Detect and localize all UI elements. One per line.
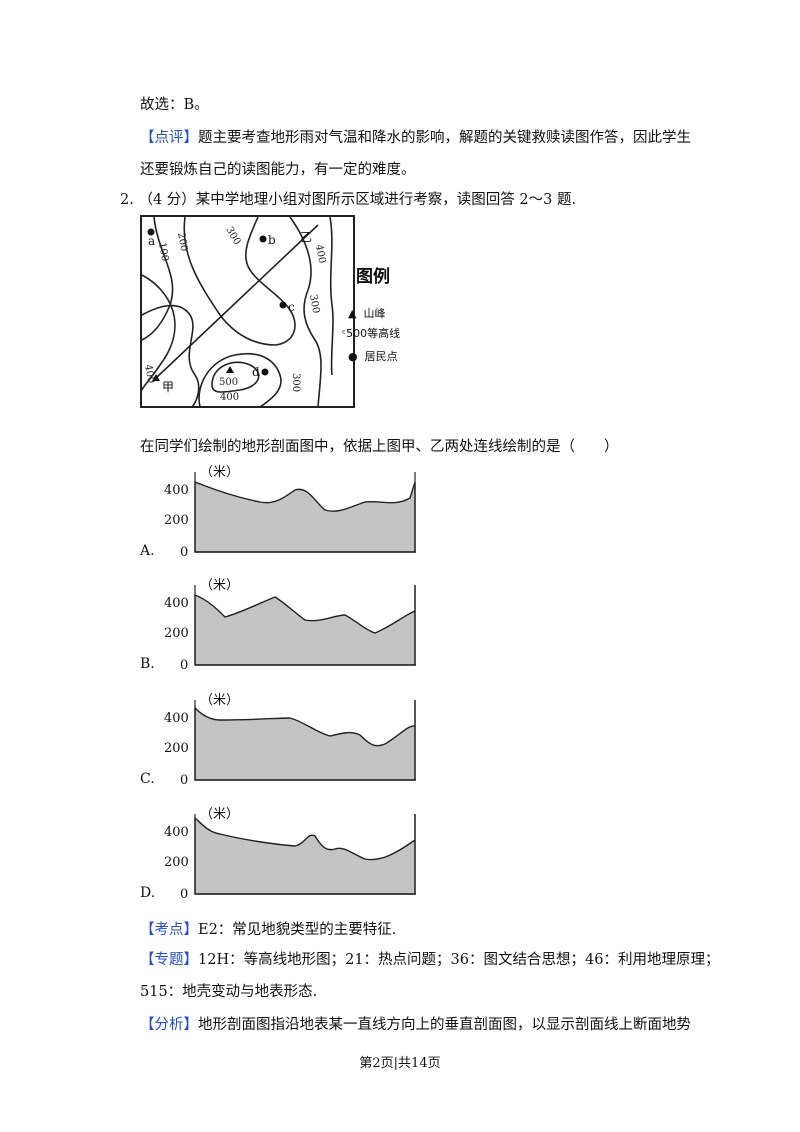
profile-option-a: （米） 400 200 0 [164, 465, 416, 560]
contour-map: 100 200 300 400 300 300 400 500 400 a b … [140, 215, 355, 408]
legend-contour: ᶜ500等高线 [342, 325, 400, 341]
fenxi-tag: 【分析】 [140, 1017, 198, 1033]
comment-text-1: 题主要考查地形雨对气温和降水的影响，解题的关键救赎读图作答，因此学生 [198, 130, 691, 146]
unit-label-b: （米） [200, 578, 239, 593]
question-number: 2. [120, 192, 134, 208]
answer-line: 故选：B。 [140, 97, 209, 113]
ytick-400-a: 400 [164, 483, 189, 498]
contour-label-200: 200 [175, 232, 189, 253]
ytick-400-d: 400 [164, 825, 189, 840]
page-footer: 第2页|共14页 [359, 1056, 441, 1071]
map-legend: 图例 ▲ 山峰 ᶜ500等高线 ● 居民点 [340, 262, 450, 382]
peak-jia-icon [152, 374, 160, 381]
unit-label-a: （米） [200, 465, 239, 480]
contour-label-100: 100 [156, 242, 170, 263]
ytick-0-a: 0 [180, 545, 188, 560]
ytick-400-b: 400 [164, 596, 189, 611]
question-line: 2. （4 分）某中学地理小组对图所示区域进行考察，读图回答 2～3 题. [120, 190, 576, 210]
prompt-line: 在同学们绘制的地形剖面图中，依据上图甲、乙两处连线绘制的是（ ） [140, 439, 619, 455]
fenxi-text: 地形剖面图指沿地表某一直线方向上的垂直剖面图，以显示剖面线上断面地势 [198, 1017, 691, 1033]
comment-tag: 【点评】 [140, 130, 198, 146]
ytick-0-d: 0 [180, 887, 188, 902]
legend-contour-label: 500等高线 [346, 327, 401, 340]
ytick-200-c: 200 [164, 741, 189, 756]
unit-label-c: （米） [200, 693, 239, 708]
ytick-400-c: 400 [164, 711, 189, 726]
kaodian-line: 【考点】E2：常见地貌类型的主要特征. [140, 920, 396, 940]
zhuanti-tag: 【专题】 [140, 952, 198, 968]
settlement-b-icon [259, 235, 267, 243]
settlement-c-icon [279, 301, 287, 309]
contour-label-400-left: 400 [142, 364, 156, 385]
option-c-letter: C. [140, 771, 155, 787]
legend-settlement-label: 居民点 [364, 350, 398, 363]
label-a: a [148, 234, 155, 248]
settlement-icon: ● [348, 350, 358, 363]
legend-peak: ▲ 山峰 [348, 305, 385, 321]
profile-option-c: （米） 400 200 0 [164, 693, 416, 788]
label-c: c [288, 300, 295, 314]
contour-label-500: 500 [219, 377, 238, 388]
zhuanti-line-2: 515：地壳变动与地表形态. [140, 984, 318, 1000]
label-jia: 甲 [162, 380, 174, 394]
label-yi: 乙 [300, 230, 312, 244]
profile-option-b: （米） 400 200 0 [164, 578, 416, 673]
ytick-200-b: 200 [164, 626, 189, 641]
option-b-letter: B. [140, 656, 155, 672]
ytick-200-d: 200 [164, 855, 189, 870]
contour-label-300-bottom: 300 [290, 373, 301, 392]
label-b: b [268, 233, 276, 247]
settlement-d-icon [261, 368, 269, 376]
contour-label-400-bottom: 400 [220, 392, 239, 403]
peak-center-icon [226, 366, 234, 373]
legend-peak-label: 山峰 [363, 307, 386, 320]
legend-settlement: ● 居民点 [348, 348, 398, 364]
option-a-letter: A. [140, 543, 155, 559]
zhuanti-text-1: 12H：等高线地形图；21：热点问题；36：图文结合思想；46：利用地理原理； [198, 952, 720, 968]
ytick-200-a: 200 [164, 513, 189, 528]
ytick-0-c: 0 [180, 773, 188, 788]
profile-option-d: （米） 400 200 0 [164, 807, 416, 902]
contour-label-300-mid: 300 [307, 294, 321, 315]
settlement-a-icon [147, 228, 155, 236]
option-d-letter: D. [140, 885, 156, 901]
kaodian-text: E2：常见地貌类型的主要特征. [198, 922, 397, 938]
peak-icon: ▲ [348, 307, 357, 320]
question-text: （4 分）某中学地理小组对图所示区域进行考察，读图回答 2～3 题. [138, 192, 577, 208]
contour-label-400-right: 400 [313, 244, 327, 265]
legend-title: 图例 [356, 267, 390, 287]
contour-symbol-icon: ᶜ [342, 327, 347, 340]
comment-line-2: 还要锻炼自己的读图能力，有一定的难度。 [140, 162, 416, 178]
zhuanti-line-1: 【专题】12H：等高线地形图；21：热点问题；36：图文结合思想；46：利用地理… [140, 950, 719, 970]
unit-label-d: （米） [200, 807, 239, 822]
fenxi-line: 【分析】地形剖面图指沿地表某一直线方向上的垂直剖面图，以显示剖面线上断面地势 [140, 1015, 691, 1035]
label-d: d [252, 365, 260, 379]
comment-line-1: 【点评】题主要考查地形雨对气温和降水的影响，解题的关键救赎读图作答，因此学生 [140, 128, 691, 148]
ytick-0-b: 0 [180, 658, 188, 673]
kaodian-tag: 【考点】 [140, 922, 198, 938]
